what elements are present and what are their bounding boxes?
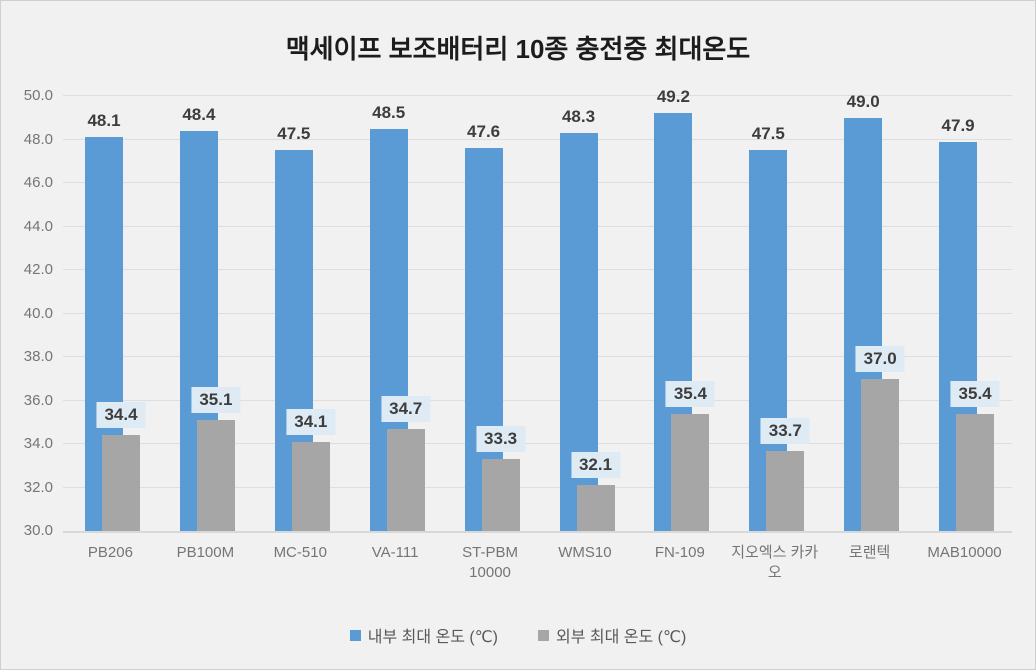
gridline — [63, 356, 1012, 357]
x-axis-category-label: 로랜텍 — [848, 544, 891, 561]
plot-area: 48.1 48.4 47.5 48.5 47.6 48.3 49.2 47.5 49.0 47.9… — [63, 87, 1012, 533]
data-label-series-2: 34.7 — [381, 395, 431, 422]
data-label-series-2: 33.7 — [760, 417, 810, 444]
x-axis-category-label: MC-510 — [273, 544, 327, 561]
series-2-bar-지오엑스-카카오 — [766, 450, 805, 531]
x-axis-category-label: 지오엑스 카카오 — [731, 544, 819, 581]
y-axis-tick-label: 48.0 — [23, 130, 53, 148]
gridline — [63, 182, 1012, 183]
gridline — [63, 138, 1012, 140]
data-label-series-2: 34.4 — [96, 402, 146, 429]
data-label-series-2: 33.3 — [476, 426, 526, 453]
x-axis-category-label: PB100M — [176, 544, 235, 561]
y-axis-tick-label: 42.0 — [23, 261, 53, 278]
data-label-series-2: 37.0 — [855, 345, 905, 372]
x-axis-category-label: WMS10 — [558, 544, 612, 561]
gridline — [63, 312, 1012, 314]
y-axis-tick-label: 50.0 — [23, 87, 53, 104]
data-label-series-2: 34.1 — [286, 408, 336, 435]
data-label-series-2: 32.1 — [570, 452, 621, 479]
x-axis-category-label: MAB10000 — [927, 544, 1002, 561]
legend-item-series-1: 내부 최대 온도 (℃) — [349, 623, 498, 647]
series-2-bar-pb206 — [102, 435, 140, 531]
data-label-series-2: 35.4 — [950, 380, 1000, 407]
data-label-series-1: 48.3 — [561, 106, 596, 126]
legend-label: 내부 최대 온도 (℃) — [367, 629, 498, 646]
series-2-bar-로랜텍 — [861, 378, 900, 531]
y-axis-tick-label: 32.0 — [23, 478, 53, 496]
x-axis-category-label: FN-109 — [654, 544, 705, 561]
series-2-bar-st-pbm-10000 — [481, 459, 520, 531]
gridline — [63, 443, 1012, 444]
data-label-series-1: 48.5 — [372, 102, 406, 122]
data-label-series-1: 47.5 — [277, 124, 311, 144]
y-axis-tick-label: 34.0 — [23, 435, 53, 452]
data-label-series-1: 47.5 — [751, 124, 785, 144]
y-axis-tick-label: 36.0 — [23, 391, 53, 409]
data-label-series-1: 47.9 — [941, 115, 975, 135]
series-2-bar-mab10000 — [956, 413, 995, 531]
legend-label: 외부 최대 온도 (℃) — [556, 629, 687, 646]
data-label-series-1: 47.6 — [467, 122, 501, 142]
y-axis-tick-label: 40.0 — [23, 304, 53, 322]
data-label-series-1: 48.4 — [182, 104, 216, 124]
data-label-series-1: 49.2 — [656, 87, 690, 107]
legend-item-series-2: 외부 최대 온도 (℃) — [538, 623, 686, 647]
data-label-series-2: 35.1 — [191, 387, 241, 414]
data-label-series-1: 49.0 — [846, 91, 880, 111]
y-axis-tick-label: 30.0 — [23, 522, 53, 539]
y-axis-tick-label: 46.0 — [23, 174, 53, 191]
x-axis-category-label: VA-111 — [371, 544, 419, 561]
legend-swatch-icon — [538, 629, 549, 641]
data-label-series-1: 48.1 — [87, 111, 121, 131]
legend-swatch-icon — [349, 629, 361, 641]
series-2-bar-mc-510 — [291, 441, 330, 531]
gridline — [63, 486, 1012, 488]
data-label-series-2: 35.4 — [665, 380, 715, 407]
series-2-bar-fn-109 — [671, 413, 710, 531]
y-axis-tick-label: 38.0 — [23, 348, 53, 365]
x-axis-category-label: ST-PBM 10000 — [462, 544, 518, 581]
gridline — [63, 269, 1012, 270]
y-axis-tick-label: 44.0 — [23, 217, 53, 235]
chart-title: 맥세이프 보조배터리 10종 충전중 최대온도 — [285, 34, 751, 64]
series-2-bar-wms10 — [576, 485, 615, 531]
series-2-bar-va-111 — [386, 428, 425, 531]
gridline — [63, 399, 1012, 401]
legend: 내부 최대 온도 (℃) 외부 최대 온도 (℃) — [1, 623, 1035, 647]
x-axis-category-label: PB206 — [87, 544, 133, 561]
gridline — [63, 95, 1012, 96]
gridline — [63, 225, 1012, 227]
series-2-bar-pb100m — [196, 420, 235, 531]
